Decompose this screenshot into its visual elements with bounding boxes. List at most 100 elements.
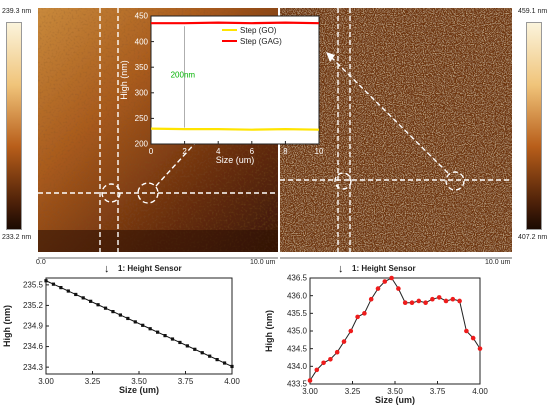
left-profile-title: 1: Height Sensor [118, 264, 182, 273]
bottom-left-chart: 3.00 3.25 3.50 3.75 4.00 234.3 234.6 234.9 235.2… [2, 277, 240, 395]
y-tick-label: 436.0 [287, 291, 308, 300]
data-point [156, 330, 160, 334]
right-profile-title: 1: Height Sensor [352, 264, 416, 273]
right-pointer-arrowhead [326, 52, 335, 62]
y-tick-label: 234.9 [23, 322, 44, 331]
data-point [81, 296, 85, 300]
y-axis-label: High (nm) [2, 305, 12, 347]
data-point [450, 296, 456, 302]
x-tick-label: 3.25 [345, 387, 361, 396]
data-point [208, 354, 212, 358]
data-point [348, 328, 354, 334]
bottom-right-chart: 3.00 3.25 3.50 3.75 4.00 433.5 434.0 434.5 435.0… [264, 274, 488, 405]
y-tick-label: 350 [135, 63, 149, 72]
y-axis-label: High (nm) [264, 310, 274, 352]
legend-entry: Step (GO) [240, 26, 277, 35]
y-tick-label: 300 [135, 88, 149, 97]
data-point [103, 306, 108, 310]
data-point [368, 296, 374, 302]
data-point [170, 337, 175, 341]
data-point [141, 323, 145, 327]
right-profile-arrow: ↓ [338, 263, 344, 275]
data-point [396, 286, 401, 291]
data-point [126, 316, 130, 321]
data-point [314, 367, 320, 373]
data-point [193, 347, 197, 351]
data-point [362, 311, 367, 316]
data-point [382, 279, 388, 284]
plot-area [309, 277, 481, 385]
data-point [133, 320, 137, 324]
y-tick-label: 400 [135, 37, 149, 46]
series-line [150, 127, 320, 131]
x-axis-label: Size (um) [119, 385, 159, 395]
left-scale-max-label: 239.3 nm [2, 8, 32, 15]
data-point [355, 314, 360, 320]
data-point [74, 292, 78, 297]
right-zoom-circle-1 [334, 172, 352, 190]
data-point [44, 279, 48, 283]
data-point [178, 340, 182, 345]
data-point [409, 300, 415, 306]
data-point [375, 286, 381, 291]
data-point [185, 344, 189, 348]
series-line [151, 21, 320, 25]
y-tick-label: 234.6 [23, 342, 44, 351]
data-point [111, 310, 115, 314]
right-scale-min-label: 407.2 nm [518, 234, 548, 241]
data-point [402, 300, 408, 306]
data-point [222, 361, 227, 365]
y-tick-label: 234.3 [23, 363, 44, 372]
x-tick-label: 3.50 [131, 377, 147, 386]
x-tick-label: 8 [283, 147, 288, 156]
data-point [215, 358, 219, 362]
y-tick-label: 250 [135, 114, 149, 123]
left-color-scale [6, 22, 22, 230]
data-point [328, 356, 333, 362]
x-tick-label: 3.50 [387, 387, 403, 396]
right-color-scale [526, 22, 542, 230]
x-tick-label: 6 [250, 147, 255, 156]
data-point [436, 295, 442, 300]
data-point [163, 334, 167, 338]
x-tick-label: 2 [182, 147, 187, 156]
data-point [51, 282, 56, 286]
x-axis-label: Size (um) [216, 155, 255, 165]
left-axis-end-label: 10.0 um [250, 259, 276, 266]
left-pointer-line [155, 139, 199, 187]
x-tick-label: 4.00 [224, 377, 240, 386]
x-tick-label: 3.75 [430, 387, 446, 396]
x-tick-label: 10 [315, 147, 324, 156]
y-tick-label: 235.2 [23, 301, 44, 310]
left-zoom-circle-2 [137, 182, 159, 204]
afm-figure: 239.3 nm 233.2 nm 459.1 nm 407.2 nm [2, 8, 548, 266]
data-point [200, 351, 204, 355]
data-point [470, 335, 476, 341]
x-tick-label: 3.75 [178, 377, 194, 386]
data-point [430, 296, 435, 302]
right-scale-max-label: 459.1 nm [518, 8, 548, 15]
data-point [464, 328, 469, 334]
data-point [477, 346, 483, 351]
x-tick-label: 4.00 [472, 387, 488, 396]
data-point [443, 298, 449, 304]
x-tick-label: 3.25 [85, 377, 101, 386]
data-point [89, 299, 93, 303]
data-point [148, 327, 152, 331]
y-tick-label: 436.5 [287, 274, 308, 283]
right-pointer-line [329, 55, 449, 174]
inset-chart: 0 2 4 6 8 10 200 250 300 350 400 450 Size (um) High (… [119, 12, 324, 165]
left-axis-start-label: 0.0 [36, 259, 46, 266]
left-zoom-circle-1 [101, 183, 121, 203]
x-tick-label: 3.00 [302, 387, 318, 396]
data-point [96, 303, 100, 307]
data-point [341, 339, 347, 344]
data-point [230, 364, 234, 369]
x-tick-label: 4 [216, 147, 221, 156]
y-tick-label: 200 [135, 140, 149, 149]
y-tick-label: 235.5 [23, 281, 44, 290]
y-tick-label: 450 [135, 12, 149, 21]
data-point [423, 300, 428, 306]
y-tick-label: 434.0 [287, 362, 308, 371]
data-point [321, 360, 326, 366]
